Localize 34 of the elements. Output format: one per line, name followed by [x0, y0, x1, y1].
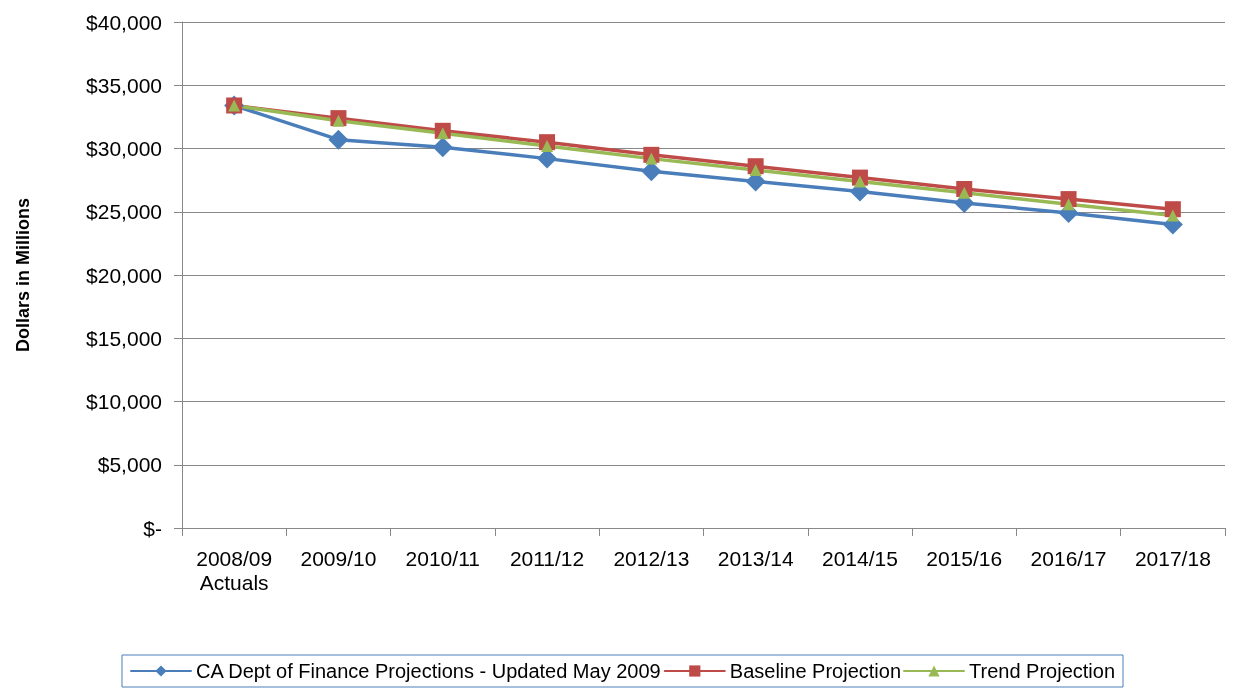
point: [645, 152, 658, 165]
y-tick-label: $25,000: [86, 200, 162, 224]
x-tick-label: 2016/17: [1030, 546, 1107, 570]
point: [332, 114, 345, 127]
y-tick-label: $35,000: [86, 73, 162, 97]
point: [1166, 209, 1179, 222]
point: [541, 139, 554, 152]
point: [958, 186, 971, 199]
y-axis-title: Dollars in Millions: [13, 197, 33, 353]
point: [1062, 198, 1075, 211]
point: [853, 175, 866, 188]
point: [436, 127, 449, 140]
x-tick-label: 2013/14: [717, 546, 794, 570]
x-tick-label: 2014/15: [821, 546, 898, 570]
x-tick-label: 2011/12: [509, 546, 585, 570]
y-tick-label: $30,000: [86, 137, 162, 160]
point: [432, 137, 453, 158]
x-tick-label: 2015/16: [926, 546, 1003, 570]
point: [328, 129, 349, 150]
x-tick-label: 2017/18: [1134, 546, 1211, 570]
y-tick-label: $-: [143, 516, 162, 540]
x-tick-label: 2009/10: [300, 546, 377, 570]
y-tick-label: $15,000: [86, 326, 162, 350]
legend-label: Trend Projection: [969, 660, 1116, 682]
x-tick-label: 2012/13: [613, 546, 690, 570]
y-tick-label: $5,000: [97, 453, 162, 477]
y-tick-label: $40,000: [86, 10, 162, 34]
y-tick-label: $20,000: [86, 263, 162, 287]
x-tick-label: 2008/09 Actuals: [196, 546, 273, 594]
legend-label: CA Dept of Finance Projections - Updated May 2009: [196, 660, 661, 682]
y-tick-label: $10,000: [86, 390, 162, 413]
legend-label: Baseline Projection: [729, 660, 902, 682]
x-tick-label: 2010/11: [405, 546, 480, 570]
point: [749, 164, 762, 177]
